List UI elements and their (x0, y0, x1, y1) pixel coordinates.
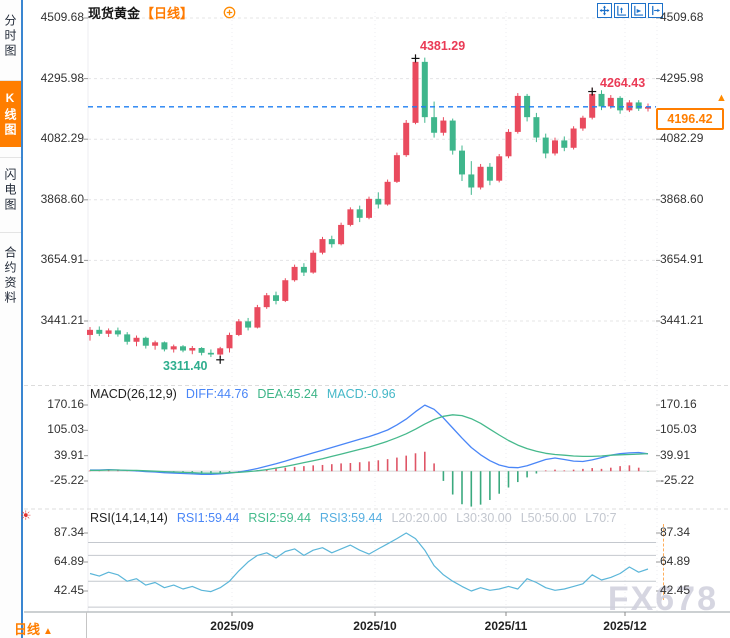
bottom-divider (86, 612, 87, 638)
macd-params: MACD(26,12,9) (90, 387, 177, 401)
symbol-name: 现货黄金 (88, 6, 141, 21)
macd-diff-value: DIFF:44.76 (185, 387, 249, 401)
rsi-l50: L50:50.00 (520, 511, 577, 525)
sidebar-tab-timeline[interactable]: 分时图 (3, 13, 17, 59)
rsi3-value: RSI3:59.44 (319, 511, 383, 525)
watermark: FX678 (607, 580, 718, 618)
macd-bar-value: MACD:-0.96 (326, 387, 396, 401)
low-annotation: 3311.40 (163, 359, 208, 373)
timeframe-label: 日线 (14, 622, 41, 637)
macd-dea-value: DEA:45.24 (257, 387, 318, 401)
triangle-up-icon: ▲ (43, 626, 53, 637)
sidebar-divider (21, 0, 23, 638)
rsi-l30: L30:30.00 (456, 511, 512, 525)
rsi2-value: RSI2:59.44 (248, 511, 311, 525)
indicator-settings-icon[interactable]: ☀ (20, 508, 32, 523)
add-indicator-icon[interactable] (223, 6, 236, 19)
chart-toolbar (597, 3, 663, 18)
recent-high-annotation: 4264.43 (600, 76, 646, 90)
pan-right-icon[interactable] (648, 3, 663, 18)
rsi1-value: RSI1:59.44 (176, 511, 240, 525)
macd-header: MACD(26,12,9) DIFF:44.76 DEA:45.24 MACD:-0.… (90, 387, 405, 401)
sidebar-tab-lightning[interactable]: 闪电图 (0, 157, 21, 222)
current-price-tag: 4196.42 (656, 108, 724, 130)
scroll-up-arrow-icon[interactable]: ▲ (716, 92, 727, 104)
sidebar: 分时图 K线图 闪电图 合约资料 (0, 0, 21, 638)
move-icon[interactable] (597, 3, 612, 18)
high-annotation: 4381.29 (420, 39, 466, 53)
period-tag: 【日线】 (141, 6, 194, 21)
axis-expand-icon[interactable] (631, 3, 646, 18)
rsi-params: RSI(14,14,14) (90, 511, 168, 525)
sidebar-tab-contract-info[interactable]: 合约资料 (0, 232, 21, 319)
sidebar-tab-kline[interactable]: K线图 (0, 80, 21, 147)
chart-title: 现货黄金【日线】 (88, 3, 193, 22)
axis-compress-icon[interactable] (614, 3, 629, 18)
rsi-header: RSI(14,14,14) RSI1:59.44 RSI2:59.44 RSI3:59… (90, 511, 626, 525)
timeframe-selector[interactable]: 日线 ▲ (14, 619, 53, 638)
rsi-l20: L20:20.00 (391, 511, 448, 525)
pane-handle[interactable] (663, 524, 664, 600)
rsi-l70: L70:7 (585, 511, 617, 525)
